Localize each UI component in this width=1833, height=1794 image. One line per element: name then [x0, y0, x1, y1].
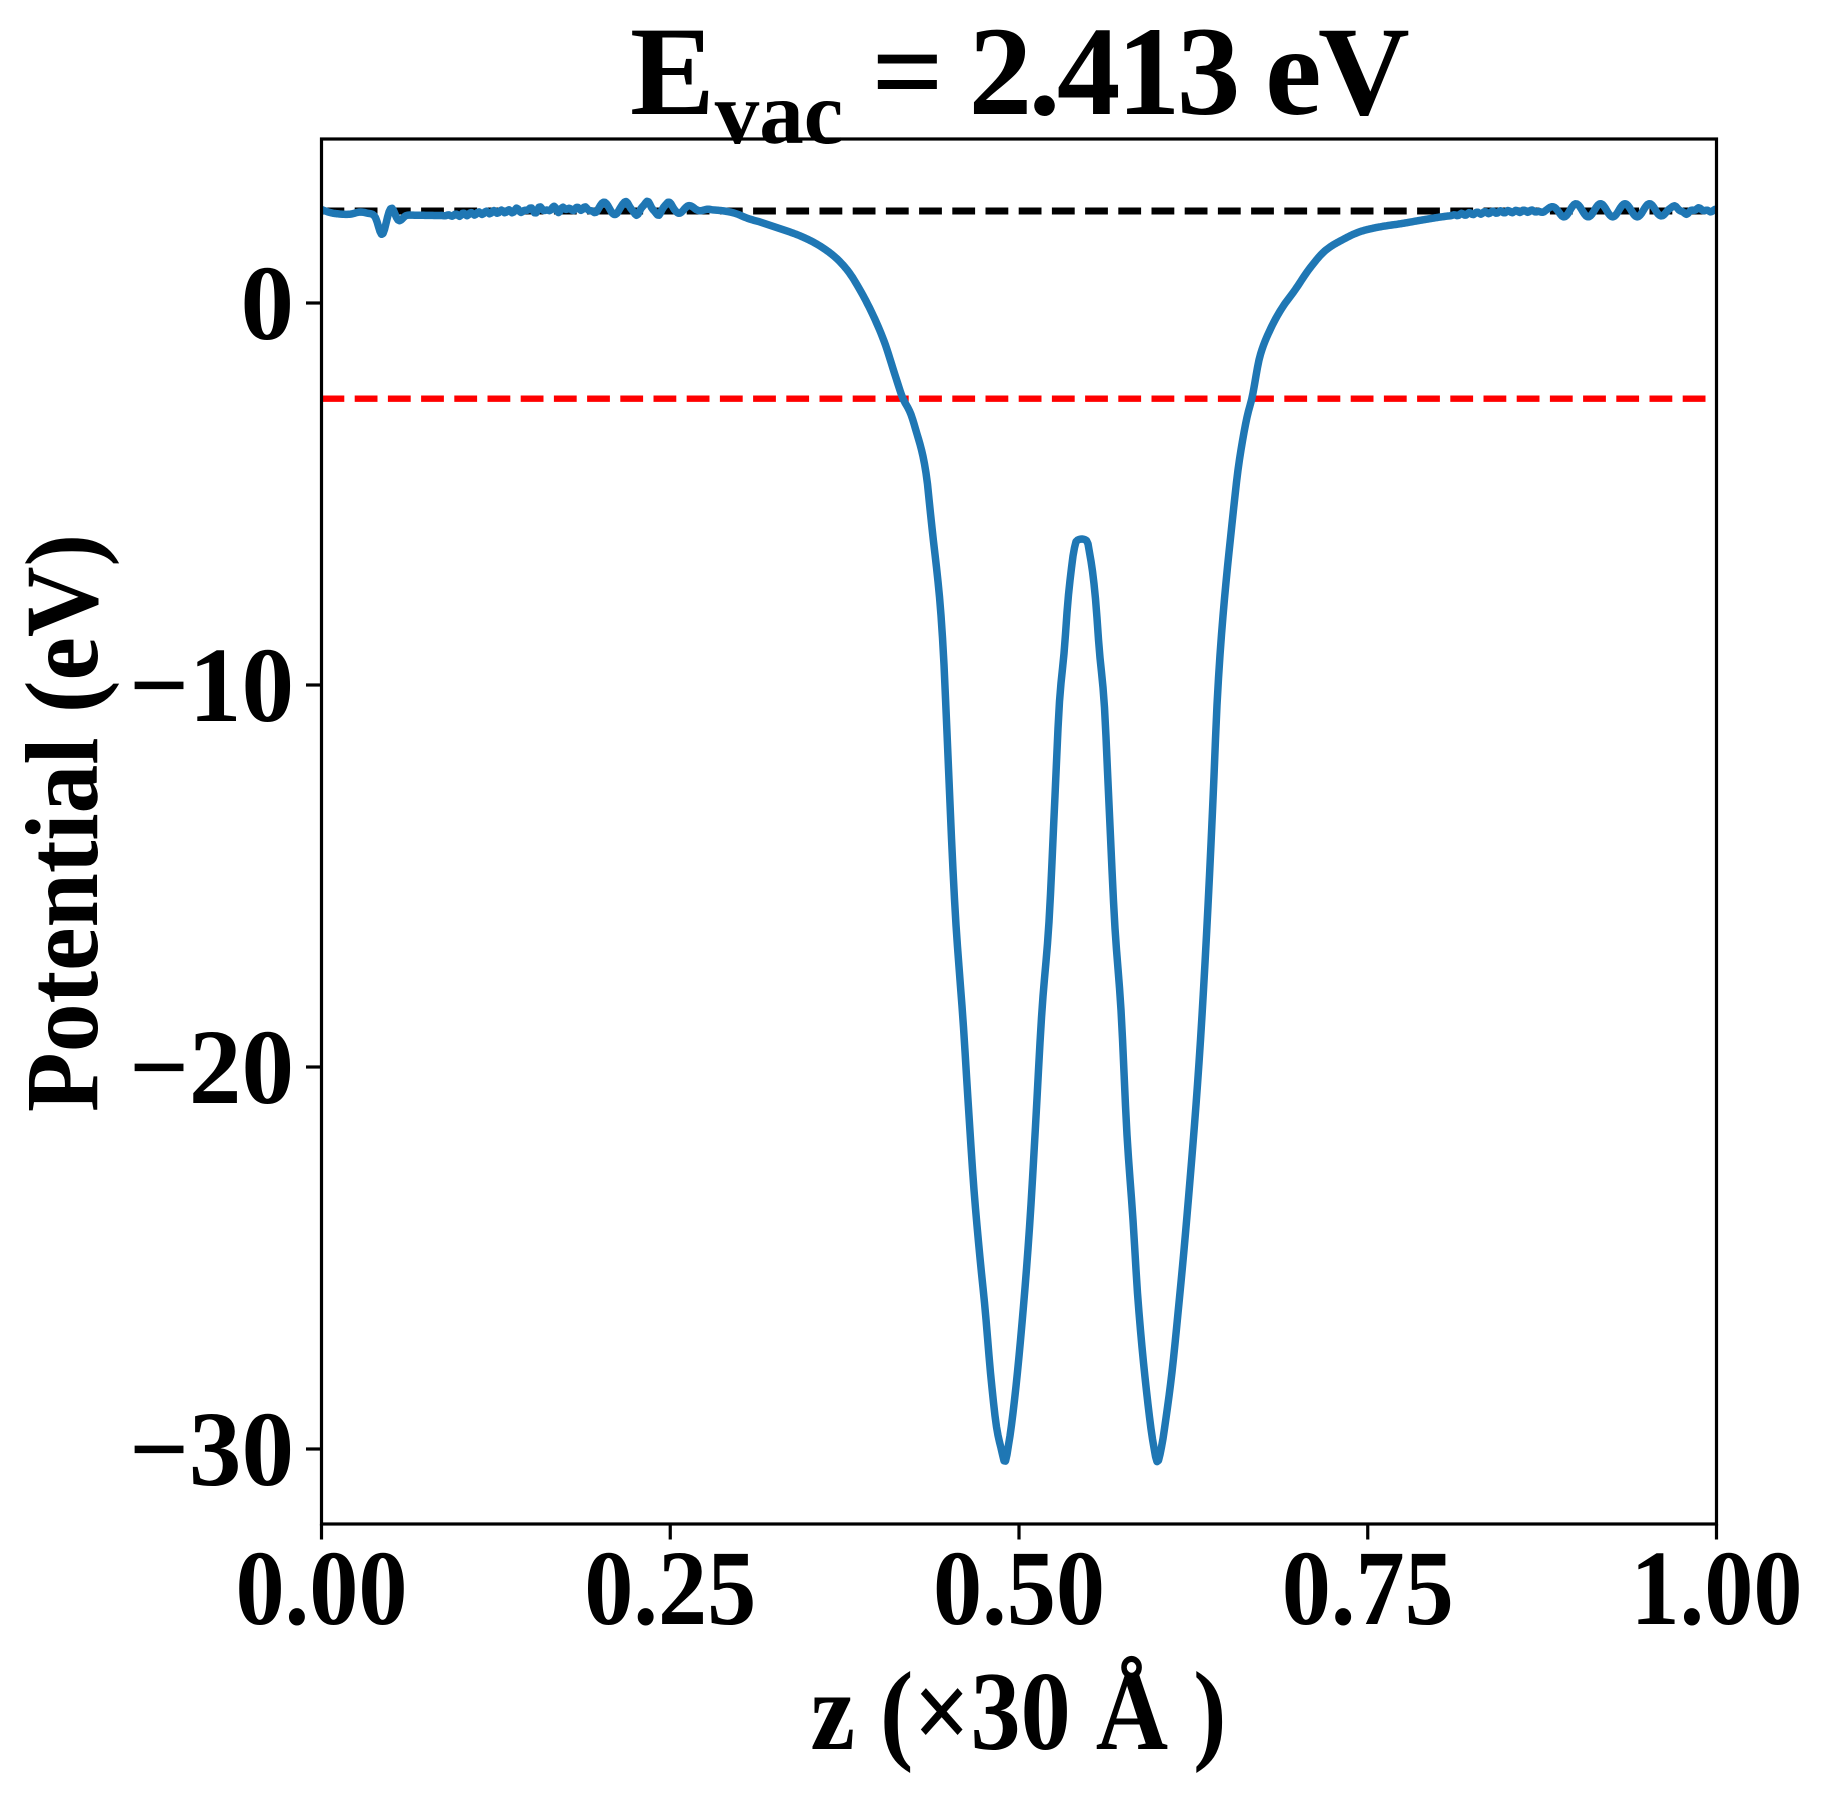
- svg-text:1.00: 1.00: [1631, 1530, 1803, 1648]
- svg-text:−10: −10: [129, 627, 294, 745]
- svg-text:z (×30 Å ): z (×30 Å ): [811, 1650, 1227, 1774]
- svg-text:0.75: 0.75: [1282, 1530, 1454, 1648]
- svg-text:0.00: 0.00: [236, 1530, 408, 1648]
- svg-text:Evac = 2.413 eV: Evac = 2.413 eV: [630, 2, 1409, 163]
- svg-text:0.25: 0.25: [584, 1530, 756, 1648]
- svg-text:Potential (eV): Potential (eV): [5, 534, 120, 1112]
- svg-text:−20: −20: [129, 1009, 294, 1127]
- svg-text:0.50: 0.50: [933, 1530, 1105, 1648]
- svg-text:−30: −30: [129, 1391, 294, 1509]
- svg-text:0: 0: [241, 245, 295, 363]
